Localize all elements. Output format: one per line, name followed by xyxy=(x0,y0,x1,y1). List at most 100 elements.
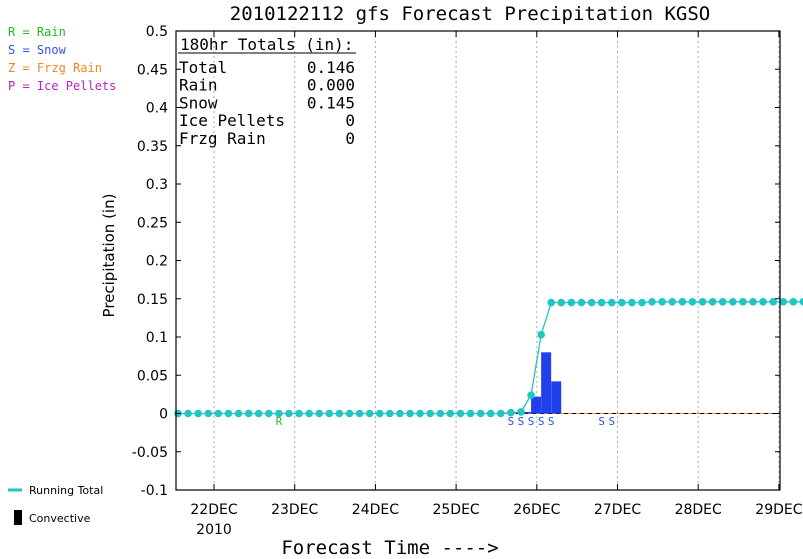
running-total-point xyxy=(729,298,737,306)
running-total-point xyxy=(254,409,263,418)
running-total-line xyxy=(178,301,803,415)
running-total-point xyxy=(315,409,324,418)
legend-entry: Z = Frzg Rain xyxy=(8,61,102,75)
running-total-point xyxy=(769,298,777,306)
ptype-marker: S xyxy=(528,415,535,428)
running-total-point xyxy=(416,409,424,418)
totals-row-value: 0 xyxy=(345,129,355,148)
x-tick-label: 28DEC xyxy=(675,502,722,518)
ptype-marker: R xyxy=(276,415,283,428)
ptype-marker: S xyxy=(508,415,515,428)
x-tick-label: 29DEC xyxy=(755,502,802,518)
running-total-point xyxy=(547,298,556,307)
running-total-point xyxy=(597,298,606,307)
running-total-point xyxy=(466,409,475,418)
running-total-point xyxy=(638,298,646,307)
running-total-legend-label: Running Total xyxy=(29,484,103,497)
running-total-point xyxy=(668,298,677,306)
running-total-point xyxy=(184,409,192,418)
totals-row-label: Ice Pellets xyxy=(179,111,285,130)
running-total-point xyxy=(658,298,666,306)
running-total-point xyxy=(224,409,233,418)
totals-header: 180hr Totals (in): xyxy=(180,35,353,54)
running-total-point xyxy=(779,298,788,306)
running-total-point xyxy=(799,298,803,306)
y-tick-label: 0 xyxy=(159,407,168,423)
precip-bar xyxy=(541,352,552,414)
y-tick-label: 0.45 xyxy=(137,62,168,78)
legend-entry: P = Ice Pellets xyxy=(8,79,116,93)
convective-legend-label: Convective xyxy=(29,512,91,525)
running-total-point xyxy=(204,409,213,418)
precip-bar xyxy=(520,411,531,414)
totals-row-value: 0.146 xyxy=(307,58,355,77)
x-tick-label: 22DEC xyxy=(190,502,237,518)
totals-row-label: Rain xyxy=(179,76,218,95)
running-total-point xyxy=(436,409,445,418)
x-tick-label: 26DEC xyxy=(513,502,560,518)
running-total-point xyxy=(618,298,626,307)
running-total-point xyxy=(325,409,334,418)
y-tick-label: 0.4 xyxy=(146,101,168,117)
y-tick-label: 0.25 xyxy=(137,215,168,231)
running-total-point xyxy=(628,298,636,307)
running-total-point xyxy=(718,298,727,306)
running-total-point xyxy=(577,298,586,307)
running-total-point xyxy=(607,298,616,307)
running-total-point xyxy=(396,409,404,418)
ptype-marker: S xyxy=(548,415,555,428)
running-total-point xyxy=(406,409,414,418)
running-total-point xyxy=(789,298,798,306)
running-total-point xyxy=(688,298,697,306)
running-total-point xyxy=(214,409,223,418)
running-total-point xyxy=(456,409,465,418)
precip-bar xyxy=(531,396,542,414)
ptype-marker: S xyxy=(608,415,615,428)
running-total-point xyxy=(507,408,515,417)
running-total-point xyxy=(386,409,394,418)
running-total-point xyxy=(476,409,485,418)
legend-entry: S = Snow xyxy=(8,43,67,57)
y-tick-label: -0.05 xyxy=(132,445,168,461)
running-total-point xyxy=(234,409,243,418)
y-tick-label: 0.1 xyxy=(146,330,168,346)
running-total-point xyxy=(759,298,767,306)
totals-row-value: 0.000 xyxy=(307,76,355,95)
running-total-point xyxy=(275,409,283,418)
y-axis-label: Precipitation (in) xyxy=(100,194,118,318)
ptype-marker: S xyxy=(538,415,545,428)
totals-row-value: 0.145 xyxy=(307,93,355,112)
y-tick-label: 0.5 xyxy=(146,24,168,40)
y-tick-label: 0.05 xyxy=(137,368,168,384)
chart-title: 2010122112 gfs Forecast Precipitation KG… xyxy=(230,3,710,25)
running-total-point xyxy=(285,409,293,418)
running-total-point xyxy=(486,409,495,418)
running-total-point xyxy=(587,298,596,307)
totals-row-label: Snow xyxy=(179,93,218,112)
y-tick-label: 0.15 xyxy=(137,292,168,308)
running-total-point xyxy=(527,391,535,399)
legend-entry: R = Rain xyxy=(8,25,66,39)
running-total-point xyxy=(446,409,455,418)
y-tick-label: 0.3 xyxy=(146,177,168,193)
running-total-point xyxy=(355,409,364,418)
totals-row-value: 0 xyxy=(345,111,355,130)
y-tick-label: 0.2 xyxy=(146,254,168,270)
running-total-point xyxy=(708,298,717,306)
plot-frame xyxy=(175,30,781,491)
y-tick-label: 0.35 xyxy=(137,139,168,155)
ptype-marker: S xyxy=(518,415,525,428)
running-total-point xyxy=(305,409,313,418)
running-total-point xyxy=(375,409,384,418)
running-total-point xyxy=(749,298,757,306)
running-total-point xyxy=(264,409,273,418)
totals-row-label: Total xyxy=(179,58,227,77)
running-total-point xyxy=(739,298,747,306)
running-total-point xyxy=(295,409,303,418)
y-tick-label: -0.1 xyxy=(141,483,168,499)
convective-legend-swatch xyxy=(14,510,22,525)
x-tick-label: 23DEC xyxy=(271,502,318,518)
precip-bar xyxy=(551,381,562,414)
running-total-point xyxy=(194,409,202,418)
